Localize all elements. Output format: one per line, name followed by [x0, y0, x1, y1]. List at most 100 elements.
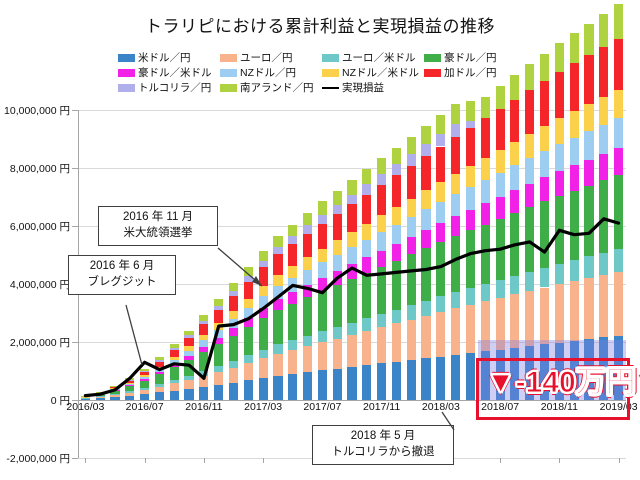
bar-column[interactable] — [584, 23, 594, 400]
bar-segment — [569, 340, 579, 400]
bar-column[interactable] — [184, 330, 194, 400]
bar-segment — [554, 171, 564, 197]
bar-segment — [154, 374, 165, 385]
legend-item-8[interactable]: トルコリラ／円 — [118, 80, 220, 95]
bar-segment — [406, 254, 416, 306]
bar-column[interactable] — [169, 344, 179, 400]
bar-segment — [199, 375, 209, 387]
bar-segment — [169, 344, 179, 348]
bar-segment — [362, 194, 372, 224]
bar-column[interactable] — [421, 125, 431, 400]
bar-column[interactable] — [377, 158, 387, 400]
x-axis-tick-label: 2017/07 — [303, 401, 342, 413]
bar-segment — [377, 250, 387, 267]
bar-segment — [377, 158, 387, 175]
bar-segment — [184, 350, 194, 357]
bar-column[interactable] — [569, 33, 579, 400]
bar-column[interactable] — [347, 179, 357, 400]
bar-segment — [258, 308, 268, 319]
bar-column[interactable] — [480, 96, 490, 400]
bar-segment — [465, 165, 476, 188]
legend-item-5[interactable]: NZドル／円 — [220, 65, 322, 80]
bar-segment — [391, 361, 401, 400]
bar-segment — [199, 340, 209, 347]
bar-segment — [125, 386, 135, 392]
bar-segment — [539, 125, 550, 151]
bar-segment — [480, 224, 490, 284]
bar-segment — [377, 266, 387, 314]
bar-column[interactable] — [302, 212, 313, 400]
legend-item-0[interactable]: 米ドル／円 — [118, 50, 220, 65]
x-axis-tick — [203, 458, 205, 463]
bar-segment — [599, 124, 609, 154]
bar-segment — [302, 346, 313, 373]
gridline — [78, 168, 626, 169]
y-axis-tick-label: 10,000,000 円 — [4, 105, 70, 117]
bar-segment — [302, 212, 313, 226]
legend-item-9[interactable]: 南アランド／円 — [220, 80, 322, 95]
bar-segment — [258, 377, 268, 400]
bar-segment — [584, 185, 594, 257]
legend-swatch-icon — [322, 68, 339, 77]
bar-segment — [539, 80, 550, 126]
bar-column[interactable] — [317, 201, 327, 400]
bar-column[interactable] — [451, 104, 461, 400]
bar-column[interactable] — [258, 250, 268, 400]
bar-column[interactable] — [362, 169, 372, 400]
bar-segment — [332, 190, 342, 205]
bar-segment — [317, 277, 327, 291]
bar-column[interactable] — [614, 4, 624, 400]
bar-column[interactable] — [140, 368, 150, 400]
bar-segment — [421, 248, 431, 301]
bar-segment — [391, 243, 401, 261]
bar-segment — [184, 375, 194, 380]
bar-segment — [599, 252, 609, 275]
bar-segment — [140, 375, 150, 378]
bar-segment — [362, 223, 372, 240]
bar-segment — [614, 4, 624, 39]
bar-segment — [332, 326, 342, 339]
bar-segment — [451, 173, 461, 195]
stacked-bars — [78, 4, 626, 458]
bar-segment — [480, 301, 490, 352]
bar-column[interactable] — [391, 147, 401, 400]
bar-column[interactable] — [436, 115, 446, 400]
highlight-band — [477, 340, 626, 400]
bar-segment — [125, 383, 135, 386]
x-axis-tick-label: 2018/11 — [540, 401, 578, 413]
bar-segment — [377, 327, 387, 364]
bar-segment — [480, 118, 490, 158]
bar-segment — [154, 372, 165, 375]
bar-column[interactable] — [465, 100, 476, 400]
bar-segment — [539, 53, 550, 81]
legend-item-10[interactable]: 実現損益 — [322, 80, 424, 95]
bar-segment — [317, 342, 327, 371]
bar-segment — [317, 248, 327, 263]
legend-item-3[interactable]: 豪ドル／円 — [424, 50, 526, 65]
bar-segment — [495, 279, 505, 298]
legend-item-1[interactable]: ユーロ／円 — [220, 50, 322, 65]
bar-column[interactable] — [599, 13, 609, 400]
bar-column[interactable] — [273, 236, 283, 400]
bar-segment — [273, 274, 283, 287]
bar-segment — [539, 287, 550, 345]
legend-item-7[interactable]: 加ドル／円 — [424, 65, 526, 80]
bar-segment — [451, 354, 461, 400]
bar-segment — [214, 371, 224, 385]
bar-column[interactable] — [539, 53, 550, 400]
bar-segment — [451, 104, 461, 124]
bar-segment — [495, 297, 505, 350]
bar-column[interactable] — [406, 136, 416, 400]
bar-column[interactable] — [525, 64, 535, 400]
bar-segment — [451, 308, 461, 355]
annotation-brexit: 2016 年 6 月 ブレグジット — [68, 255, 176, 296]
bar-segment — [465, 127, 476, 166]
bar-segment — [317, 331, 327, 343]
legend-item-2[interactable]: ユーロ／米ドル — [322, 50, 424, 65]
bar-segment — [391, 164, 401, 176]
legend-item-6[interactable]: NZドル／米ドル — [322, 65, 424, 80]
legend-item-4[interactable]: 豪ドル／米ドル — [118, 65, 220, 80]
bar-segment — [510, 75, 520, 100]
bar-segment — [554, 118, 564, 145]
bar-segment — [228, 283, 239, 292]
